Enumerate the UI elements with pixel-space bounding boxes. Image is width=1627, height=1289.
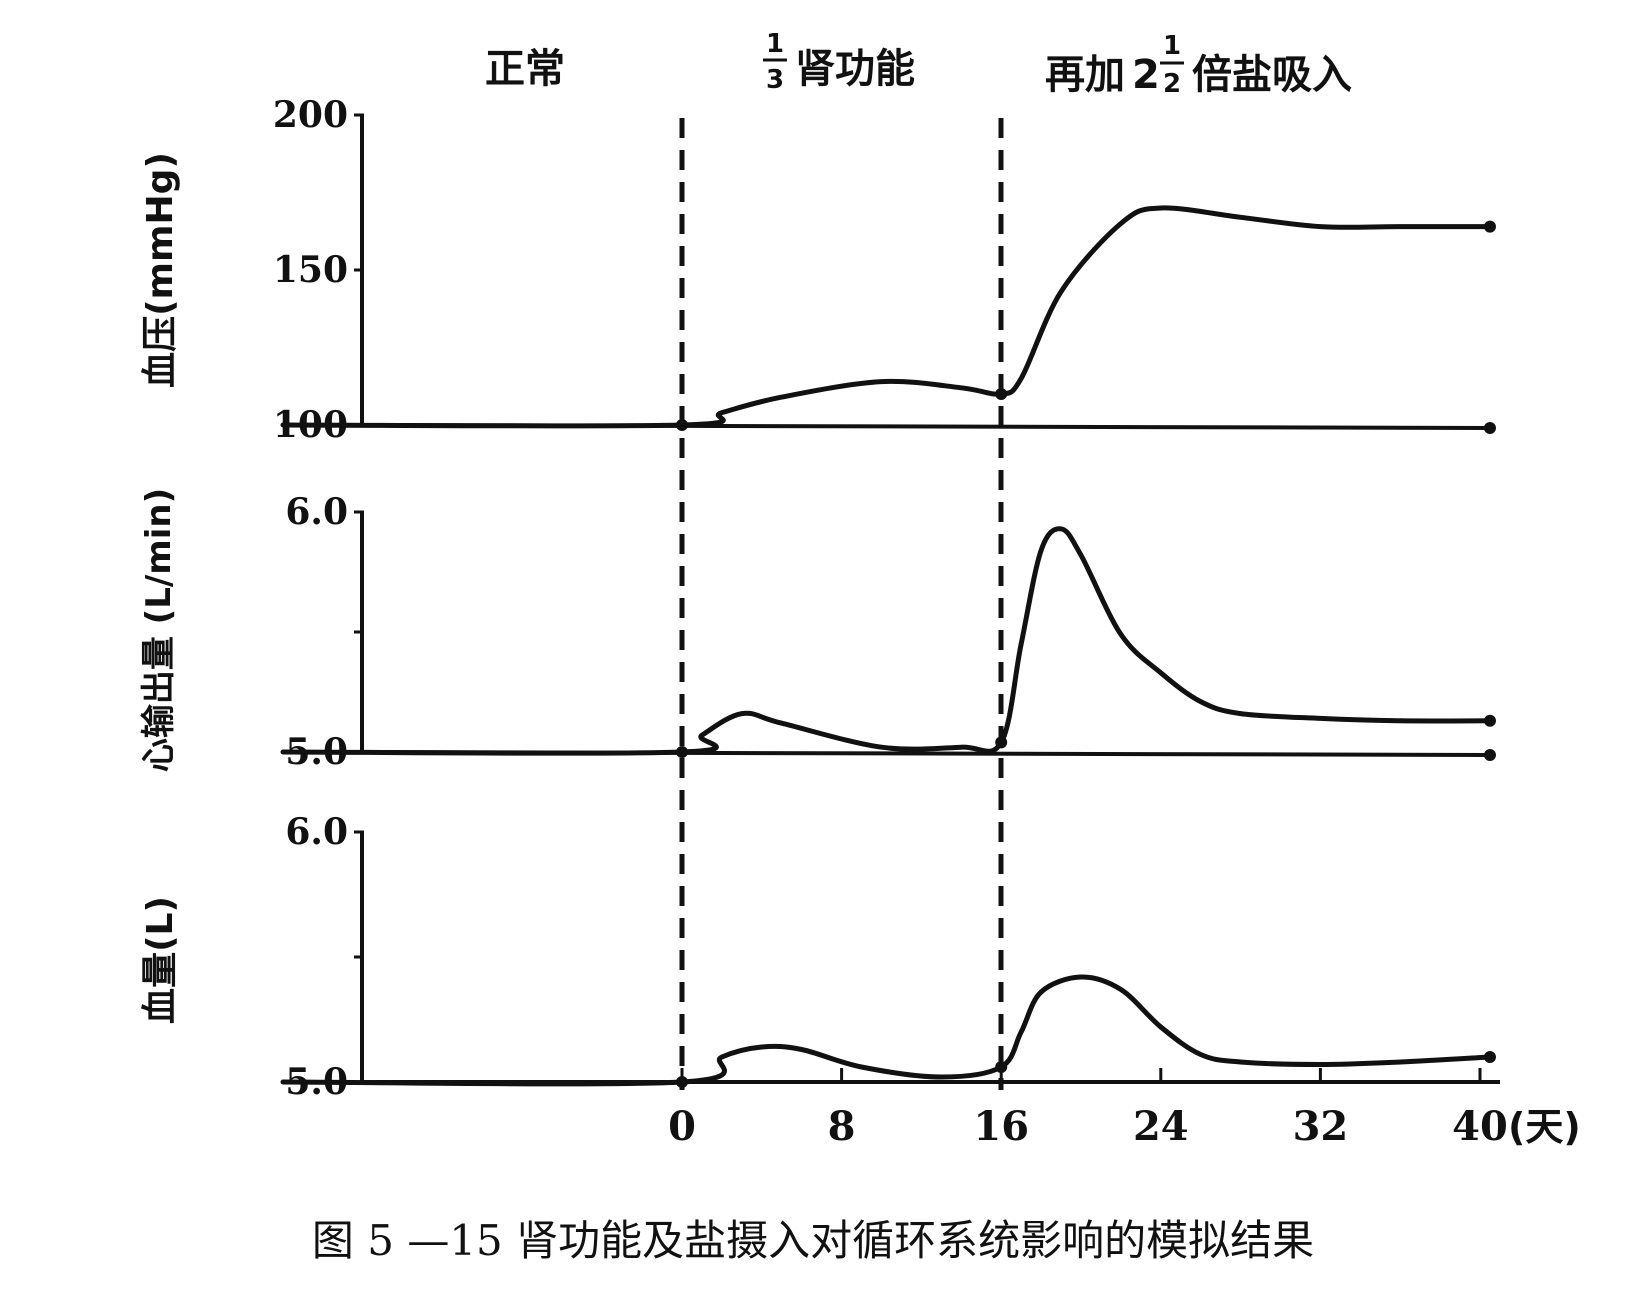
x-tick-label: 24 bbox=[1133, 1103, 1189, 1150]
phase-normal-label: 正常 bbox=[485, 46, 565, 92]
phase-change-point bbox=[676, 746, 688, 758]
salt-whole-number: 2 bbox=[1132, 52, 1160, 98]
baseline-end-point bbox=[1483, 422, 1496, 434]
phase-change-point bbox=[995, 388, 1008, 400]
kidney-fraction-numerator: 1 bbox=[766, 29, 784, 59]
series-line bbox=[280, 974, 1493, 1087]
series-line bbox=[280, 205, 1493, 429]
series-end-point bbox=[1483, 714, 1496, 727]
y-tick-label: 150 bbox=[273, 249, 348, 291]
y-axis-label: 心输出量 (L/min) bbox=[139, 488, 179, 772]
baseline-end-point bbox=[1483, 749, 1496, 761]
x-tick-label: 40 bbox=[1452, 1103, 1508, 1150]
series-end-point bbox=[1483, 220, 1496, 233]
kidney-label-text: 肾功能 bbox=[795, 46, 915, 92]
salt-label-prefix: 再加 bbox=[1045, 52, 1125, 98]
y-axis-label: 血量(L) bbox=[140, 896, 181, 1024]
kidney-fraction-denominator: 3 bbox=[766, 65, 784, 95]
y-tick-label: 200 bbox=[273, 94, 348, 136]
y-tick-label: 6.0 bbox=[285, 811, 348, 853]
x-tick-label: 16 bbox=[973, 1103, 1029, 1150]
salt-fraction-numerator: 1 bbox=[1163, 31, 1181, 61]
salt-fraction-denominator: 2 bbox=[1163, 69, 1181, 99]
y-axis-label: 血压(mmHg) bbox=[140, 152, 181, 388]
x-tick-label: 8 bbox=[828, 1103, 856, 1150]
y-tick-label: 6.0 bbox=[285, 491, 348, 533]
phase-change-point bbox=[995, 1061, 1008, 1073]
phase-kidney-label: 1 3 肾功能 bbox=[763, 29, 915, 95]
series-line bbox=[280, 526, 1493, 756]
blood-volume-panel: 5.06.0血量(L)0 8 16 24 32 40 (天) bbox=[140, 811, 1581, 1150]
series-end-point bbox=[1483, 1051, 1496, 1063]
x-axis-unit: (天) bbox=[1508, 1105, 1581, 1149]
x-tick-label: 32 bbox=[1293, 1103, 1349, 1150]
figure-caption: 图 5 —15 肾功能及盐摄入对循环系统影响的模拟结果 bbox=[312, 1216, 1314, 1265]
phase-salt-label: 再加 2 1 2 倍盐吸入 bbox=[1045, 31, 1352, 99]
salt-label-text: 倍盐吸入 bbox=[1192, 52, 1352, 98]
x-tick-label: 0 bbox=[668, 1103, 696, 1150]
